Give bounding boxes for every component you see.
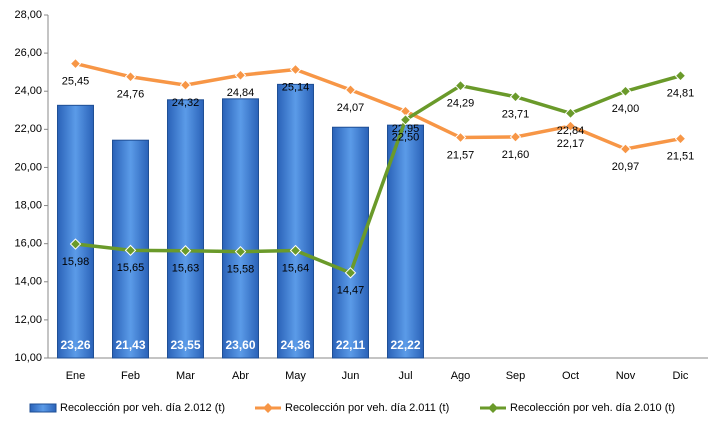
marker [344,267,357,279]
marker [619,143,632,155]
line-value-label: 24,84 [227,87,255,99]
line-value-label: 24,07 [337,102,365,114]
y-tick-label: 10,00 [14,352,42,364]
bar-value-label: 22,11 [336,338,366,352]
bar-value-label: 21,43 [115,338,145,352]
x-tick-label: Ene [66,370,86,382]
marker [619,85,632,97]
marker [234,69,247,81]
y-tick-label: 14,00 [14,276,42,288]
y-tick-label: 18,00 [14,199,42,211]
marker [124,71,137,83]
marker [289,244,302,257]
bar-value-label: 22,22 [390,338,420,352]
marker [509,131,522,143]
marker [289,63,302,76]
bar-value-label: 23,55 [170,338,200,352]
bar [57,104,94,359]
line-value-label: 22,95 [392,123,420,135]
line-value-label: 24,32 [172,97,200,109]
x-tick-label: Feb [121,370,140,382]
bar-value-label: 24,36 [280,338,310,352]
marker [564,107,577,120]
x-tick-label: Mar [176,370,195,382]
legend-marker [488,403,498,413]
line-value-label: 23,71 [502,109,530,121]
marker [69,57,82,70]
y-tick-label: 16,00 [14,238,42,250]
line-value-label: 15,64 [282,262,310,274]
x-tick-label: Ago [451,370,471,382]
marker [179,245,192,257]
x-tick-label: May [285,370,306,382]
x-tick-label: Oct [562,370,579,382]
marker [454,79,467,92]
bar-value-label: 23,60 [225,338,255,352]
y-tick-label: 28,00 [14,9,42,21]
marker [69,238,82,250]
x-tick-label: Dic [673,370,689,382]
marker [179,79,192,91]
y-tick-label: 26,00 [14,47,42,59]
line-value-label: 20,97 [612,161,640,173]
legend-swatch [29,403,57,413]
marker [234,245,247,258]
bar [222,98,259,359]
line-value-label: 14,47 [337,285,365,297]
x-tick-label: Nov [616,370,636,382]
line-value-label: 21,57 [447,149,475,161]
line-value-label: 15,65 [117,262,145,274]
marker [399,114,412,126]
bar [167,99,204,359]
line-value-label: 21,51 [667,151,695,163]
y-tick-label: 24,00 [14,85,42,97]
line-value-label: 24,29 [447,98,475,110]
marker [344,84,357,96]
legend-label: Recolección por veh. día 2.011 (t) [285,402,449,414]
x-tick-label: Jun [342,370,360,382]
line-value-label: 21,60 [502,149,530,161]
marker [674,70,687,82]
y-tick-label: 22,00 [14,123,42,135]
line-value-label: 22,84 [557,125,585,137]
marker [124,244,137,257]
marker [674,132,687,145]
x-tick-label: Sep [506,370,526,382]
line [75,61,681,151]
line-value-label: 24,76 [117,89,145,101]
x-tick-label: Jul [398,370,412,382]
marker [564,120,577,132]
y-tick-label: 12,00 [14,314,42,326]
x-tick-label: Abr [232,370,249,382]
bar-value-label: 23,26 [60,338,90,352]
line [75,74,681,276]
legend-label: Recolección por veh. día 2.010 (t) [510,402,675,414]
marker [454,131,467,144]
line-value-label: 24,00 [612,103,640,115]
y-tick-label: 20,00 [14,161,42,173]
marker [509,91,522,103]
line-value-label: 25,14 [282,81,310,93]
legend-label: Recolección por veh. día 2.012 (t) [60,402,225,414]
line-value-label: 25,45 [62,75,90,87]
bar [277,83,314,359]
legend-marker [263,403,273,413]
line-value-label: 24,81 [667,88,695,100]
line-value-label: 15,98 [62,256,90,268]
line-value-label: 15,58 [227,264,255,276]
line-value-label: 22,17 [557,138,585,150]
line-value-label: 22,50 [392,132,420,144]
line-value-label: 15,63 [172,263,200,275]
bar [387,124,424,359]
